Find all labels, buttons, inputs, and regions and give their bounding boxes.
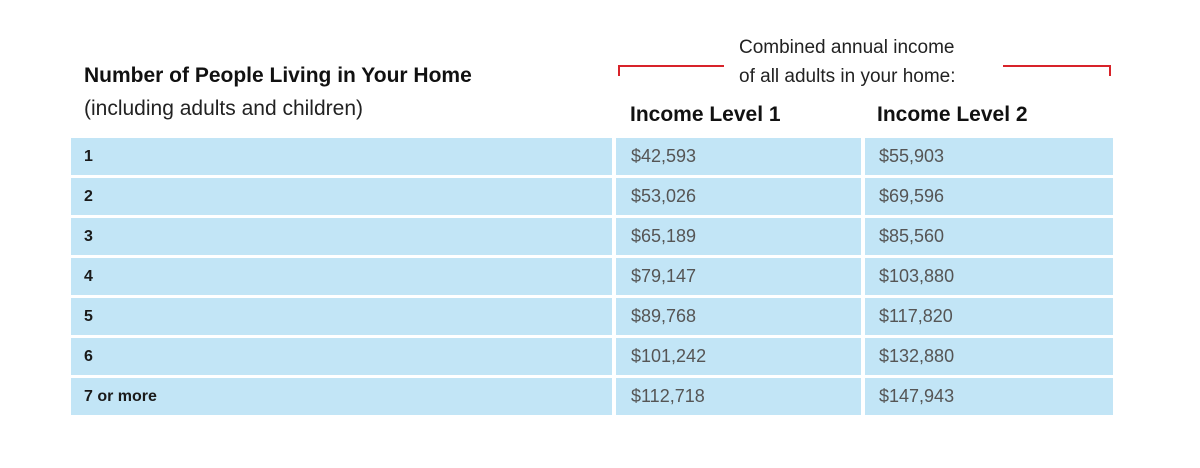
people-count-cell: 1 <box>71 138 612 175</box>
table-subtitle: (including adults and children) <box>84 97 363 120</box>
table-row: 7 or more $112,718 $147,943 <box>71 378 1113 415</box>
people-count-cell: 4 <box>71 258 612 295</box>
income-table: 1 $42,593 $55,903 2 $53,026 $69,596 3 $6… <box>71 138 1113 418</box>
people-count-cell: 2 <box>71 178 612 215</box>
income-level-2-cell: $55,903 <box>865 138 1113 175</box>
column-header-income-level-2: Income Level 2 <box>877 103 1028 126</box>
income-level-2-cell: $85,560 <box>865 218 1113 255</box>
income-level-1-cell: $79,147 <box>616 258 861 295</box>
column-header-income-level-1: Income Level 1 <box>630 103 781 126</box>
income-level-1-cell: $112,718 <box>616 378 861 415</box>
income-level-2-cell: $69,596 <box>865 178 1113 215</box>
income-level-1-cell: $53,026 <box>616 178 861 215</box>
bracket-right-decoration <box>1003 65 1111 76</box>
bracket-left-decoration <box>618 65 724 76</box>
income-level-1-cell: $42,593 <box>616 138 861 175</box>
income-note-line-2: of all adults in your home: <box>739 66 956 87</box>
income-level-2-cell: $117,820 <box>865 298 1113 335</box>
people-count-cell: 3 <box>71 218 612 255</box>
income-level-2-cell: $132,880 <box>865 338 1113 375</box>
table-row: 2 $53,026 $69,596 <box>71 178 1113 215</box>
income-level-2-cell: $147,943 <box>865 378 1113 415</box>
table-row: 1 $42,593 $55,903 <box>71 138 1113 175</box>
people-count-cell: 5 <box>71 298 612 335</box>
income-level-2-cell: $103,880 <box>865 258 1113 295</box>
income-level-1-cell: $65,189 <box>616 218 861 255</box>
table-title: Number of People Living in Your Home <box>84 64 472 87</box>
income-note-line-1: Combined annual income <box>739 37 955 58</box>
people-count-cell: 6 <box>71 338 612 375</box>
income-level-1-cell: $89,768 <box>616 298 861 335</box>
people-count-cell: 7 or more <box>71 378 612 415</box>
table-row: 6 $101,242 $132,880 <box>71 338 1113 375</box>
income-level-1-cell: $101,242 <box>616 338 861 375</box>
table-row: 3 $65,189 $85,560 <box>71 218 1113 255</box>
table-row: 4 $79,147 $103,880 <box>71 258 1113 295</box>
table-row: 5 $89,768 $117,820 <box>71 298 1113 335</box>
income-note: Combined annual income of all adults in … <box>615 34 1113 94</box>
